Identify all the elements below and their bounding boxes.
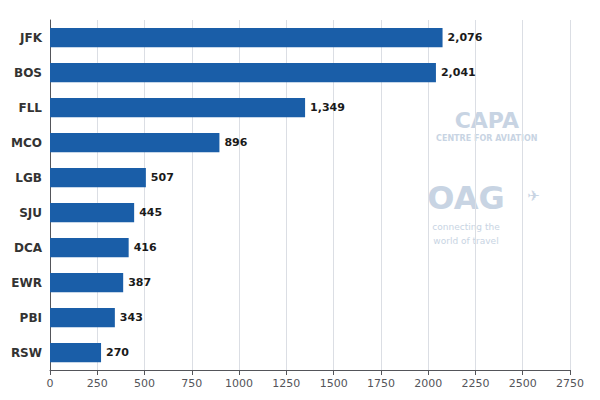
svg-text:1000: 1000 <box>225 377 253 390</box>
svg-text:250: 250 <box>87 377 108 390</box>
svg-text:PBI: PBI <box>20 311 42 325</box>
svg-text:2750: 2750 <box>556 377 584 390</box>
svg-text:507: 507 <box>151 171 174 184</box>
svg-text:750: 750 <box>181 377 202 390</box>
svg-text:FLL: FLL <box>19 101 43 115</box>
svg-text:CAPA: CAPA <box>455 108 519 133</box>
svg-text:896: 896 <box>224 136 247 149</box>
svg-text:2000: 2000 <box>414 377 442 390</box>
svg-text:world of travel: world of travel <box>433 236 498 246</box>
svg-text:1,349: 1,349 <box>310 101 345 114</box>
svg-text:BOS: BOS <box>14 66 42 80</box>
svg-text:2250: 2250 <box>461 377 489 390</box>
svg-text:1750: 1750 <box>367 377 395 390</box>
svg-text:LGB: LGB <box>15 171 42 185</box>
svg-text:416: 416 <box>134 241 157 254</box>
svg-text:0: 0 <box>47 377 54 390</box>
svg-text:✈: ✈ <box>527 187 540 205</box>
svg-text:1500: 1500 <box>320 377 348 390</box>
svg-text:343: 343 <box>120 311 143 324</box>
svg-text:270: 270 <box>106 346 129 359</box>
svg-text:JFK: JFK <box>19 31 43 45</box>
svg-text:EWR: EWR <box>11 276 42 290</box>
svg-text:connecting the: connecting the <box>432 222 500 232</box>
svg-text:2500: 2500 <box>509 377 537 390</box>
svg-text:2,076: 2,076 <box>448 31 483 44</box>
svg-text:RSW: RSW <box>11 346 42 360</box>
svg-text:DCA: DCA <box>14 241 43 255</box>
svg-text:2,041: 2,041 <box>441 66 476 79</box>
svg-text:SJU: SJU <box>19 206 42 220</box>
svg-text:OAG: OAG <box>427 179 504 217</box>
svg-text:500: 500 <box>134 377 155 390</box>
svg-text:CENTRE FOR AVIATION: CENTRE FOR AVIATION <box>436 133 538 143</box>
svg-text:387: 387 <box>128 276 151 289</box>
svg-text:445: 445 <box>139 206 162 219</box>
svg-text:MCO: MCO <box>11 136 42 150</box>
svg-text:1250: 1250 <box>272 377 300 390</box>
